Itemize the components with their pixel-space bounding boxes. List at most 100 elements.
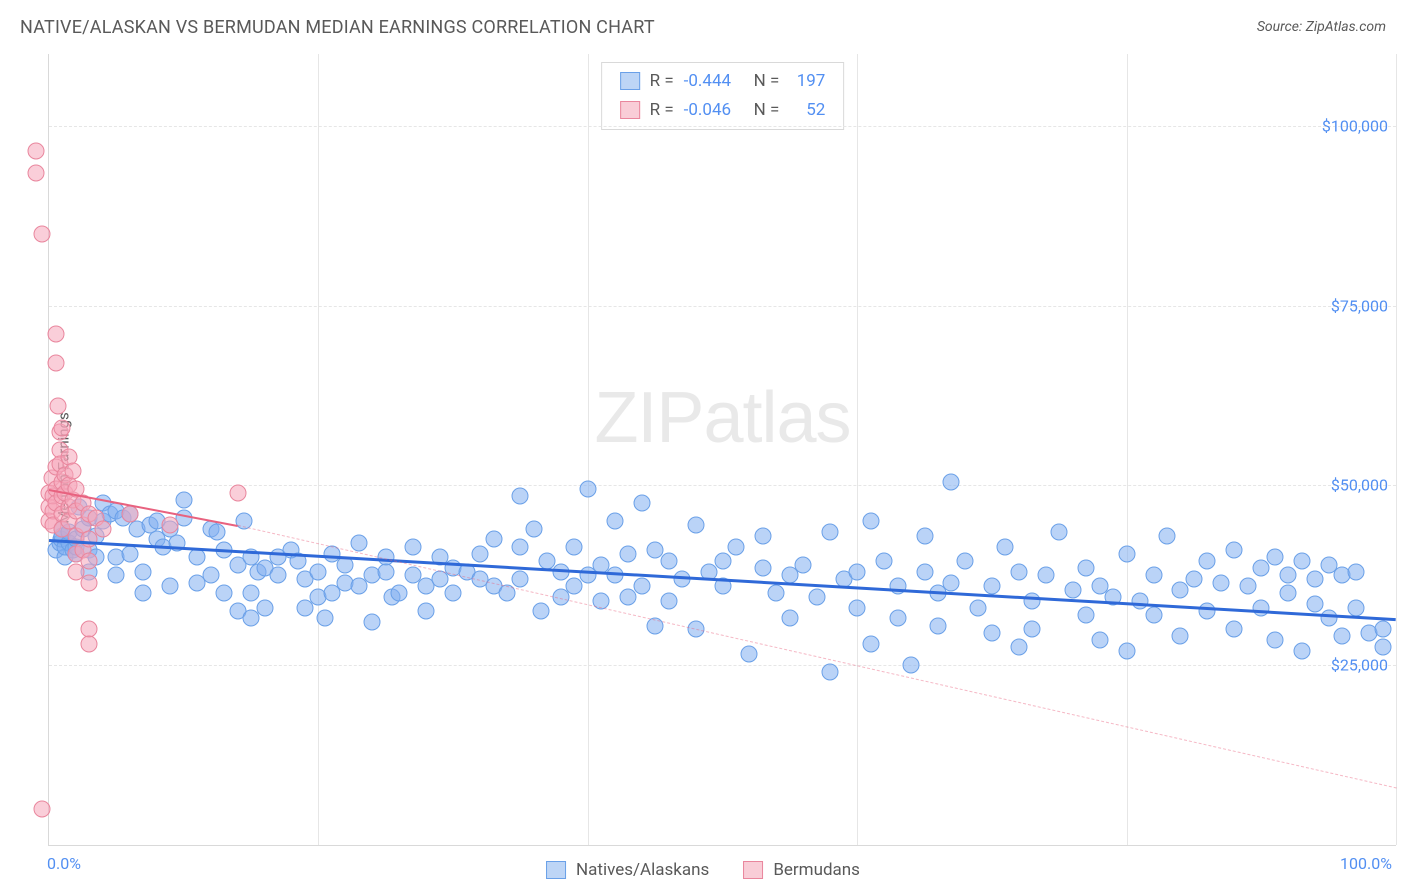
data-point [1212,574,1229,591]
data-point [1293,552,1310,569]
data-point [229,484,246,501]
data-point [849,599,866,616]
data-point [162,517,179,534]
data-point [1307,570,1324,587]
data-point [1010,639,1027,656]
data-point [1078,560,1095,577]
data-point [1037,567,1054,584]
stat-row: R =-0.046N =52 [620,96,826,125]
data-point [1320,610,1337,627]
gridline [588,54,589,845]
data-point [660,592,677,609]
legend-swatch [743,861,763,879]
data-point [1293,642,1310,659]
data-point [754,560,771,577]
data-point [81,635,98,652]
stats-legend: R =-0.444N =197R =-0.046N =52 [601,62,845,130]
stat-r-label: R = [650,67,674,96]
data-point [1199,603,1216,620]
data-point [47,326,64,343]
data-point [81,552,98,569]
data-point [1253,599,1270,616]
data-point [216,585,233,602]
chart-container: Median Earnings ZIPatlas R =-0.444N =197… [0,44,1406,892]
stat-r-label: R = [650,96,674,125]
data-point [1334,628,1351,645]
data-point [377,563,394,580]
data-point [1280,585,1297,602]
regression-line [237,525,1396,788]
data-point [1118,642,1135,659]
data-point [566,538,583,555]
legend-item: Bermudans [743,860,860,880]
data-point [660,552,677,569]
data-point [512,538,529,555]
data-point [202,567,219,584]
data-point [81,574,98,591]
data-point [1091,632,1108,649]
data-point [121,506,138,523]
legend-swatch [620,72,640,90]
data-point [1347,563,1364,580]
gridline [49,126,1396,127]
gridline [49,665,1396,666]
data-point [1280,567,1297,584]
data-point [633,578,650,595]
data-point [209,524,226,541]
data-point [310,563,327,580]
legend-label: Bermudans [773,860,860,880]
legend-label: Natives/Alaskans [576,860,709,880]
y-tick-label: $50,000 [1331,476,1388,495]
gridline [857,54,858,845]
data-point [1226,621,1243,638]
data-point [849,563,866,580]
data-point [1374,639,1391,656]
stat-r-value: -0.046 [684,96,744,125]
gridline [49,485,1396,486]
data-point [1347,599,1364,616]
data-point [243,585,260,602]
data-point [1024,592,1041,609]
data-point [916,527,933,544]
legend-item: Natives/Alaskans [546,860,709,880]
data-point [808,588,825,605]
data-point [822,664,839,681]
data-point [512,570,529,587]
data-point [916,563,933,580]
data-point [54,419,71,436]
data-point [404,538,421,555]
data-point [34,801,51,818]
data-point [1185,570,1202,587]
data-point [391,585,408,602]
data-point [485,531,502,548]
x-tick-label: 100.0% [1340,854,1392,873]
data-point [862,513,879,530]
data-point [930,617,947,634]
data-point [27,143,44,160]
data-point [364,614,381,631]
data-point [65,463,82,480]
data-point [903,657,920,674]
data-point [256,599,273,616]
data-point [47,355,64,372]
x-tick-label: 0.0% [47,854,81,873]
data-point [781,610,798,627]
legend-swatch [620,101,640,119]
data-point [1159,527,1176,544]
data-point [579,481,596,498]
data-point [795,556,812,573]
data-point [1145,606,1162,623]
data-point [620,545,637,562]
data-point [606,513,623,530]
data-point [50,398,67,415]
y-tick-label: $100,000 [1322,116,1388,135]
data-point [862,635,879,652]
data-point [34,225,51,242]
stat-n-label: N = [754,67,780,96]
gridline [318,54,319,845]
data-point [121,545,138,562]
data-point [997,538,1014,555]
data-point [532,603,549,620]
stat-n-label: N = [754,96,780,125]
data-point [189,549,206,566]
